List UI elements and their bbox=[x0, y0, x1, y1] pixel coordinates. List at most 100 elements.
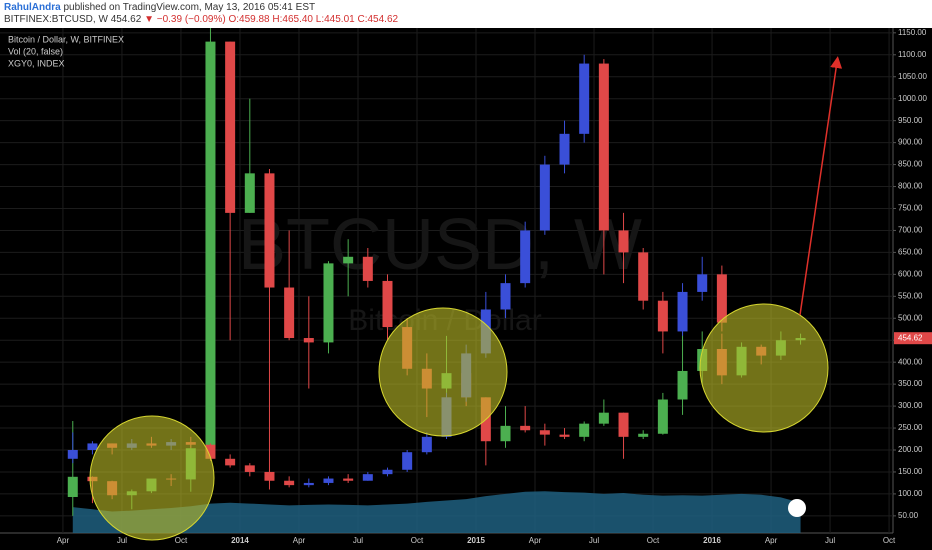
y-tick-label: 500.00 bbox=[898, 313, 923, 322]
y-tick-label: 950.00 bbox=[898, 116, 923, 125]
candle-body bbox=[362, 474, 373, 481]
candle-body bbox=[343, 478, 354, 481]
candle-body bbox=[677, 291, 688, 332]
candle-body bbox=[638, 252, 649, 301]
x-tick-label: Oct bbox=[883, 536, 896, 545]
candle-body bbox=[382, 280, 393, 328]
candle-body bbox=[362, 256, 373, 281]
candle-body bbox=[323, 478, 334, 483]
candle-body bbox=[500, 283, 511, 310]
y-tick-label: 100.00 bbox=[898, 489, 923, 498]
candle-body bbox=[559, 434, 570, 437]
candle-body bbox=[402, 452, 413, 470]
close: C:454.62 bbox=[357, 14, 399, 25]
candle-body bbox=[225, 458, 236, 466]
x-tick-label: Jul bbox=[117, 536, 127, 545]
x-tick-label: Jul bbox=[353, 536, 363, 545]
candle-body bbox=[559, 133, 570, 165]
candle-body bbox=[67, 476, 78, 497]
candle-body bbox=[67, 450, 78, 459]
candle-body bbox=[579, 63, 590, 134]
candle-body bbox=[598, 412, 609, 424]
author[interactable]: RahulAndra bbox=[4, 2, 61, 13]
legend-entry: XGY0, INDEX bbox=[8, 58, 65, 68]
x-tick-label: Apr bbox=[529, 536, 542, 545]
y-tick-label: 200.00 bbox=[898, 445, 923, 454]
candle-body bbox=[244, 173, 255, 213]
x-tick-label: Apr bbox=[293, 536, 306, 545]
candle-body bbox=[539, 164, 550, 231]
y-tick-label: 1000.00 bbox=[898, 94, 927, 103]
last-price-label: 454.62 bbox=[898, 333, 923, 342]
y-tick-label: 1050.00 bbox=[898, 72, 927, 81]
candle-body bbox=[382, 469, 393, 475]
header: RahulAndra published on TradingView.com,… bbox=[0, 0, 932, 28]
plot bbox=[67, 28, 806, 533]
y-tick-label: 550.00 bbox=[898, 291, 923, 300]
y-tick-label: 150.00 bbox=[898, 467, 923, 476]
y-tick-label: 350.00 bbox=[898, 379, 923, 388]
highlight-circle bbox=[89, 415, 215, 541]
y-tick-label: 700.00 bbox=[898, 226, 923, 235]
candle-body bbox=[657, 300, 668, 332]
x-tick-label: 2015 bbox=[467, 536, 485, 545]
x-tick-label: Oct bbox=[647, 536, 660, 545]
y-tick-label: 300.00 bbox=[898, 401, 923, 410]
last-price-box bbox=[894, 332, 932, 345]
candle-body bbox=[500, 425, 511, 442]
x-tick-label: Oct bbox=[175, 536, 188, 545]
candle-body bbox=[716, 274, 727, 323]
x-tick-label: Apr bbox=[765, 536, 778, 545]
candle-body bbox=[598, 63, 609, 231]
candle-body bbox=[87, 443, 98, 451]
header-line-1: RahulAndra published on TradingView.com,… bbox=[4, 2, 928, 14]
candle-body bbox=[225, 41, 236, 213]
y-tick-label: 600.00 bbox=[898, 269, 923, 278]
legend-entry: Vol (20, false) bbox=[8, 46, 63, 56]
y-tick-label: 650.00 bbox=[898, 248, 923, 257]
y-tick-label: 1150.00 bbox=[898, 28, 927, 37]
x-tick-label: Jul bbox=[825, 536, 835, 545]
candle-body bbox=[284, 287, 295, 339]
candle-body bbox=[205, 444, 216, 459]
candle-body bbox=[303, 482, 314, 486]
candle-body bbox=[638, 433, 649, 437]
published: published on TradingView.com, May 13, 20… bbox=[63, 2, 316, 13]
arrow bbox=[799, 56, 843, 316]
legend-entry: Bitcoin / Dollar, W, BITFINEX bbox=[8, 34, 124, 44]
y-tick-label: 750.00 bbox=[898, 204, 923, 213]
x-tick-label: 2016 bbox=[703, 536, 721, 545]
candle-body bbox=[264, 471, 275, 481]
last: 454.62 bbox=[110, 14, 142, 25]
candle-body bbox=[657, 399, 668, 434]
y-tick-label: 850.00 bbox=[898, 160, 923, 169]
logo bbox=[788, 499, 806, 517]
candle-body bbox=[264, 173, 275, 288]
candle-body bbox=[579, 423, 590, 437]
low: L:445.01 bbox=[315, 14, 355, 25]
candle-body bbox=[520, 230, 531, 284]
candle-body bbox=[539, 430, 550, 435]
header-line-2: BITFINEX:BTCUSD, W 454.62 ▼ −0.39 (−0.09… bbox=[4, 14, 928, 26]
candle-body bbox=[205, 41, 216, 449]
candle-body bbox=[697, 274, 708, 292]
candle-body bbox=[284, 480, 295, 486]
candle-body bbox=[421, 436, 432, 453]
legend: Bitcoin / Dollar, W, BITFINEX Vol (20, fa… bbox=[8, 34, 124, 68]
candle-body bbox=[677, 370, 688, 400]
candle-body bbox=[323, 263, 334, 343]
candle-body bbox=[618, 230, 629, 253]
x-tick-label: Oct bbox=[411, 536, 424, 545]
candle-body bbox=[343, 256, 354, 264]
y-tick-label: 250.00 bbox=[898, 423, 923, 432]
y-tick-label: 1100.00 bbox=[898, 50, 927, 59]
x-tick-label: Apr bbox=[57, 536, 70, 545]
volume-area bbox=[72, 491, 801, 533]
symbol: BITFINEX:BTCUSD, W bbox=[4, 14, 108, 25]
candle-body bbox=[244, 465, 255, 472]
open: O:459.88 bbox=[228, 14, 270, 25]
y-tick-label: 900.00 bbox=[898, 138, 923, 147]
y-tick-label: 50.00 bbox=[898, 511, 919, 520]
candle-body bbox=[303, 338, 314, 343]
